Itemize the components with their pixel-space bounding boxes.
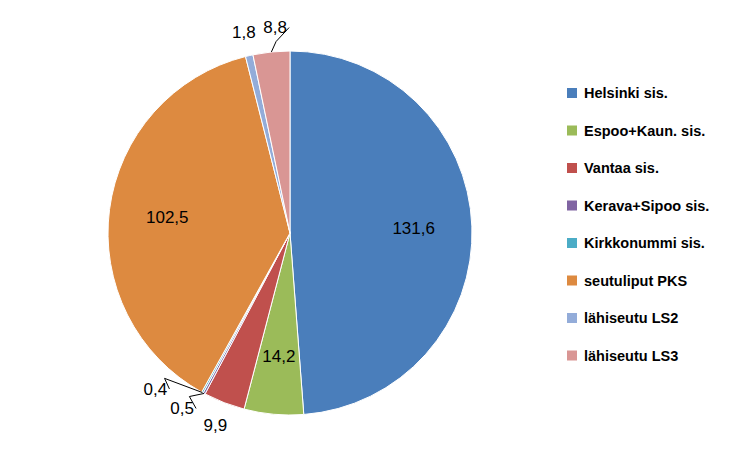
legend-label: lähiseutu LS2 (584, 310, 678, 326)
data-label: 102,5 (146, 208, 189, 227)
legend-label: Espoo+Kaun. sis. (584, 123, 705, 139)
legend-swatch (567, 351, 577, 361)
slices (108, 51, 472, 415)
legend-label: seutuliput PKS (584, 273, 687, 289)
legend-swatch (567, 88, 577, 98)
legend-label: Helsinki sis. (584, 85, 668, 101)
legend-swatch (567, 201, 577, 211)
legend-swatch (567, 126, 577, 136)
legend-swatch (567, 276, 577, 286)
legend-swatch (567, 313, 577, 323)
legend: Helsinki sis. Espoo+Kaun. sis. Vantaa sis.… (567, 85, 709, 364)
legend-label: lähiseutu LS3 (584, 348, 678, 364)
pie-slice (290, 51, 472, 414)
legend-label: Kerava+Sipoo sis. (584, 198, 709, 214)
data-label: 9,9 (204, 416, 228, 435)
legend-label: Kirkkonummi sis. (584, 235, 705, 251)
data-label: 0,5 (170, 399, 194, 418)
data-label: 0,4 (144, 380, 168, 399)
chart: 131,6 14,2 9,9 0,50,4 102,5 1,8 8,8 Helsinki si… (0, 0, 749, 450)
leader-line (165, 378, 203, 392)
legend-label: Vantaa sis. (584, 160, 659, 176)
data-labels: 131,6 14,2 9,9 0,50,4 102,5 1,8 8,8 (144, 18, 435, 434)
legend-swatch (567, 163, 577, 173)
data-label: 8,8 (263, 18, 287, 37)
data-label: 131,6 (392, 219, 435, 238)
data-label: 14,2 (262, 347, 295, 366)
legend-swatch (567, 238, 577, 248)
data-label: 1,8 (232, 23, 256, 42)
chart-container: 131,6 14,2 9,9 0,50,4 102,5 1,8 8,8 Helsinki si… (0, 0, 749, 450)
pie-slice (253, 51, 290, 233)
